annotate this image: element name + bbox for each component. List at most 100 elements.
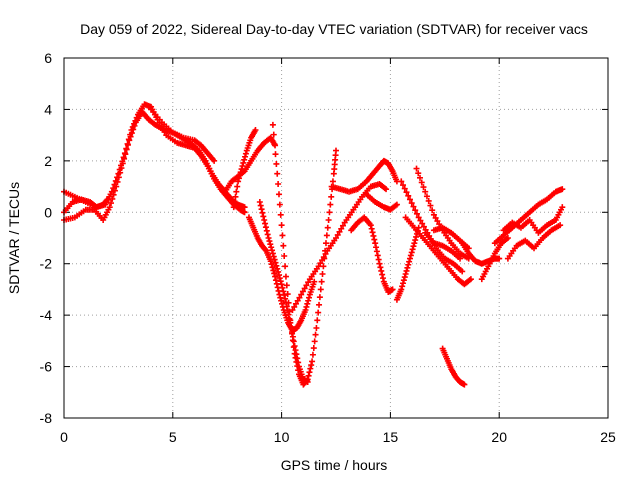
x-tick-label: 20 bbox=[491, 429, 507, 445]
data-point bbox=[402, 271, 409, 277]
data-point bbox=[326, 209, 333, 216]
data-point bbox=[267, 258, 274, 265]
data-point bbox=[303, 303, 310, 310]
x-tick-label: 0 bbox=[60, 429, 68, 445]
data-point bbox=[236, 172, 243, 179]
data-point bbox=[108, 200, 115, 207]
data-point bbox=[242, 150, 249, 157]
data-point bbox=[393, 201, 400, 208]
data-point bbox=[427, 202, 434, 209]
series-track-24 bbox=[500, 204, 566, 236]
data-point bbox=[328, 193, 335, 200]
data-point bbox=[281, 253, 288, 259]
data-point bbox=[270, 253, 277, 260]
data-point bbox=[400, 182, 407, 189]
data-point bbox=[115, 174, 122, 181]
data-point bbox=[413, 210, 420, 217]
x-tick-label: 5 bbox=[169, 429, 177, 445]
data-point bbox=[289, 329, 296, 336]
data-point bbox=[257, 202, 264, 209]
data-point bbox=[307, 365, 314, 372]
data-point bbox=[266, 238, 273, 245]
data-point bbox=[269, 247, 276, 254]
data-points bbox=[61, 101, 566, 388]
data-point bbox=[261, 217, 268, 223]
data-point bbox=[272, 151, 279, 158]
data-point bbox=[304, 379, 311, 385]
y-tick-label: 2 bbox=[44, 153, 52, 169]
data-point bbox=[467, 276, 474, 283]
data-point bbox=[114, 178, 121, 185]
data-point bbox=[380, 275, 387, 282]
data-point bbox=[103, 197, 110, 204]
data-point bbox=[290, 344, 297, 351]
data-point bbox=[241, 156, 248, 163]
data-point bbox=[405, 261, 412, 268]
data-point bbox=[289, 307, 296, 313]
data-point bbox=[280, 242, 287, 249]
data-point bbox=[336, 228, 343, 235]
data-point bbox=[322, 240, 329, 247]
data-point bbox=[410, 203, 417, 210]
data-point bbox=[406, 258, 413, 265]
data-point bbox=[274, 265, 281, 272]
data-point bbox=[233, 188, 240, 195]
data-point bbox=[423, 193, 430, 200]
data-point bbox=[320, 254, 327, 261]
data-point bbox=[416, 174, 423, 181]
data-point bbox=[289, 333, 296, 340]
data-point bbox=[278, 222, 285, 229]
data-point bbox=[278, 281, 285, 288]
data-point bbox=[420, 184, 427, 191]
data-point bbox=[271, 256, 278, 263]
data-point bbox=[407, 252, 414, 259]
series-track-10 bbox=[289, 181, 390, 313]
data-point bbox=[240, 159, 247, 166]
data-point bbox=[262, 246, 269, 253]
data-point bbox=[282, 273, 289, 280]
data-point bbox=[273, 160, 280, 167]
series-track-1 bbox=[61, 101, 248, 216]
data-point bbox=[268, 261, 275, 268]
data-point bbox=[313, 325, 320, 331]
y-tick-label: -6 bbox=[40, 359, 53, 375]
data-point bbox=[333, 147, 339, 154]
data-point bbox=[434, 218, 441, 225]
data-point bbox=[271, 270, 278, 277]
y-axis-label: SDTVAR / TECUs bbox=[6, 182, 22, 294]
series-track-11 bbox=[328, 157, 400, 195]
data-point bbox=[293, 351, 300, 358]
data-point bbox=[234, 183, 241, 190]
data-point bbox=[298, 291, 305, 298]
data-point bbox=[126, 137, 133, 144]
data-point bbox=[230, 204, 237, 211]
data-point bbox=[131, 122, 138, 129]
data-point bbox=[339, 222, 346, 229]
data-point bbox=[415, 214, 422, 221]
data-point bbox=[282, 263, 289, 270]
data-point bbox=[121, 155, 128, 162]
data-point bbox=[410, 243, 417, 250]
data-point bbox=[252, 127, 259, 133]
data-point bbox=[269, 250, 276, 257]
data-point bbox=[374, 252, 381, 259]
data-point bbox=[398, 178, 405, 185]
data-point bbox=[334, 231, 341, 238]
data-point bbox=[110, 191, 117, 198]
data-point bbox=[262, 224, 269, 231]
data-point bbox=[409, 246, 416, 253]
data-point bbox=[379, 271, 386, 278]
data-point bbox=[401, 185, 408, 192]
data-point bbox=[377, 264, 384, 271]
data-point bbox=[299, 288, 306, 295]
data-point bbox=[238, 166, 245, 173]
data-point bbox=[398, 286, 405, 293]
data-point bbox=[323, 232, 330, 239]
data-point bbox=[406, 196, 413, 203]
data-point bbox=[119, 160, 126, 167]
data-point bbox=[268, 244, 275, 251]
data-point bbox=[399, 283, 406, 290]
data-point bbox=[292, 300, 299, 307]
data-point bbox=[373, 248, 380, 255]
data-point bbox=[403, 189, 410, 196]
